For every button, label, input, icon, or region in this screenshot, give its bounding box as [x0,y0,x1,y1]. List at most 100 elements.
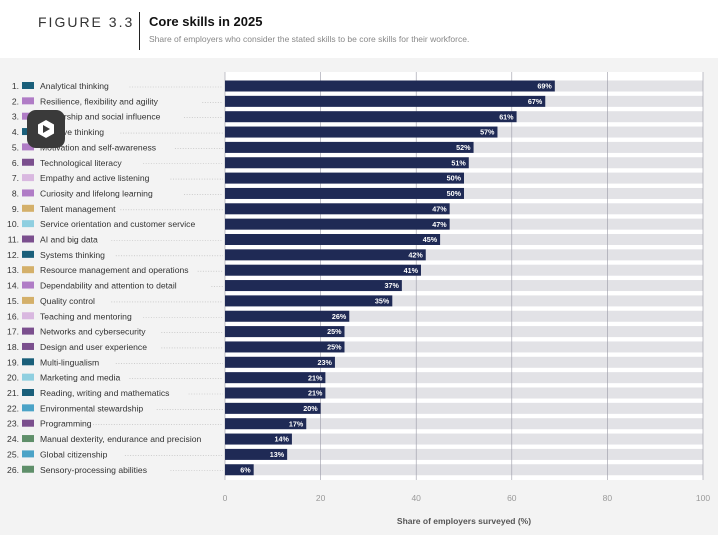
row-rank: 11. [8,235,19,245]
row-label: Dependability and attention to detail [40,281,177,291]
x-tick-label: 100 [696,493,710,503]
category-swatch [22,465,34,473]
row-label: Sensory-processing abilities [40,465,147,475]
category-swatch [22,312,34,320]
category-swatch [22,266,34,274]
bar-value-label: 13% [270,450,285,459]
bar-track [225,402,703,414]
row-rank: 26. [7,465,19,475]
category-swatch [22,281,34,289]
row-rank: 5. [12,142,19,152]
bar [225,433,292,445]
row-label: Global citizenship [40,449,108,459]
bar [225,172,464,184]
bar-value-label: 21% [308,373,323,382]
row-label: Resilience, flexibility and agility [40,96,159,106]
row-rank: 1. [12,81,19,91]
row-label: Curiosity and lifelong learning [40,188,153,198]
row-rank: 21. [7,388,19,398]
bar [225,402,321,414]
figure-label: FIGURE 3.3 [38,14,135,30]
row-label: Analytical thinking [40,81,109,91]
bar-track [225,295,703,307]
row-label: Quality control [40,296,95,306]
bar [225,80,555,92]
bar [225,341,345,353]
bar [225,111,517,123]
bar-value-label: 50% [447,189,462,198]
row-rank: 9. [12,204,19,214]
bar [225,356,335,368]
row-label: Service orientation and customer service [40,219,195,229]
row-label: Environmental stewardship [40,403,143,413]
row-rank: 16. [7,311,19,321]
category-swatch [22,419,34,427]
category-swatch [22,450,34,458]
x-tick-label: 60 [507,493,517,503]
row-label: Empathy and active listening [40,173,150,183]
row-label: Systems thinking [40,250,105,260]
bar-track [225,249,703,261]
row-rank: 3. [12,112,19,122]
bar-track [225,280,703,292]
bar-value-label: 47% [432,220,447,229]
category-swatch [22,250,34,258]
bar [225,141,474,153]
bar-value-label: 67% [528,97,543,106]
bar [225,249,426,261]
row-label: Talent management [40,204,116,214]
row-rank: 12. [7,250,19,260]
bar-track [225,218,703,230]
bar [225,218,450,230]
bar-value-label: 23% [318,358,333,367]
row-rank: 2. [12,96,19,106]
bar-value-label: 6% [240,465,251,474]
x-tick-label: 20 [316,493,326,503]
x-tick-label: 80 [603,493,613,503]
x-axis-title: Share of employers surveyed (%) [397,516,531,526]
row-label: Design and user experience [40,342,147,352]
row-label: Marketing and media [40,373,120,383]
row-label: Programming [40,419,92,429]
bar [225,280,402,292]
bar [225,187,464,199]
bar-track [225,387,703,399]
category-swatch [22,389,34,396]
bar-value-label: 35% [375,297,390,306]
bar-track [225,203,703,215]
bar-value-label: 17% [289,419,304,428]
bar [225,326,345,338]
category-swatch [22,358,34,366]
bar-value-label: 69% [537,82,552,91]
category-swatch [22,97,34,105]
row-rank: 8. [12,188,19,198]
bar-value-label: 51% [451,158,466,167]
bar-value-label: 37% [384,281,399,290]
bar [225,157,469,169]
bar-value-label: 45% [423,235,438,244]
x-tick-label: 0 [223,493,228,503]
app-logo-icon [27,110,65,148]
bar-value-label: 57% [480,128,495,137]
category-swatch [22,327,34,335]
row-rank: 7. [12,173,19,183]
logo-glyph-icon [38,120,54,138]
bar [225,234,441,245]
bar [225,464,254,476]
chart-title: Core skills in 2025 [149,14,263,29]
bar [225,310,350,322]
bar [225,295,393,307]
row-label: Teaching and mentoring [40,311,132,321]
row-rank: 22. [7,403,19,413]
row-label: Manual dexterity, endurance and precisio… [40,434,202,444]
bar-track [225,418,703,430]
row-label: AI and big data [40,235,98,245]
row-rank: 4. [12,127,19,137]
bar [225,126,498,138]
row-rank: 23. [7,419,19,429]
bar-track [225,433,703,445]
row-label: Creative thinking [40,127,104,137]
category-swatch [22,342,34,350]
bar [225,264,421,276]
